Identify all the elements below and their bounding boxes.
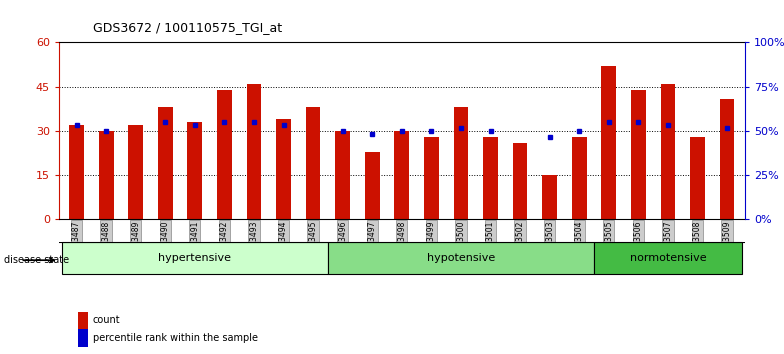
Text: GDS3672 / 100110575_TGI_at: GDS3672 / 100110575_TGI_at: [93, 21, 282, 34]
Bar: [594, 242, 742, 274]
Bar: [720, 98, 735, 219]
Bar: [276, 119, 291, 219]
Text: normotensive: normotensive: [630, 253, 706, 263]
Bar: [365, 152, 379, 219]
Text: count: count: [93, 315, 120, 325]
Bar: [158, 107, 172, 219]
Bar: [454, 107, 468, 219]
Bar: [187, 122, 202, 219]
Text: hypotensive: hypotensive: [426, 253, 495, 263]
Bar: [62, 242, 328, 274]
Bar: [690, 137, 705, 219]
Bar: [601, 66, 616, 219]
Text: disease state: disease state: [4, 255, 69, 265]
Bar: [99, 131, 114, 219]
Bar: [394, 131, 409, 219]
Bar: [543, 175, 557, 219]
Text: percentile rank within the sample: percentile rank within the sample: [93, 333, 257, 343]
Bar: [513, 143, 528, 219]
Bar: [69, 125, 84, 219]
Bar: [328, 242, 594, 274]
Bar: [483, 137, 498, 219]
Bar: [217, 90, 232, 219]
Bar: [306, 107, 321, 219]
Text: hypertensive: hypertensive: [158, 253, 231, 263]
Bar: [424, 137, 439, 219]
Bar: [129, 125, 143, 219]
Bar: [336, 131, 350, 219]
Bar: [631, 90, 646, 219]
Bar: [661, 84, 675, 219]
Bar: [572, 137, 586, 219]
Bar: [246, 84, 261, 219]
